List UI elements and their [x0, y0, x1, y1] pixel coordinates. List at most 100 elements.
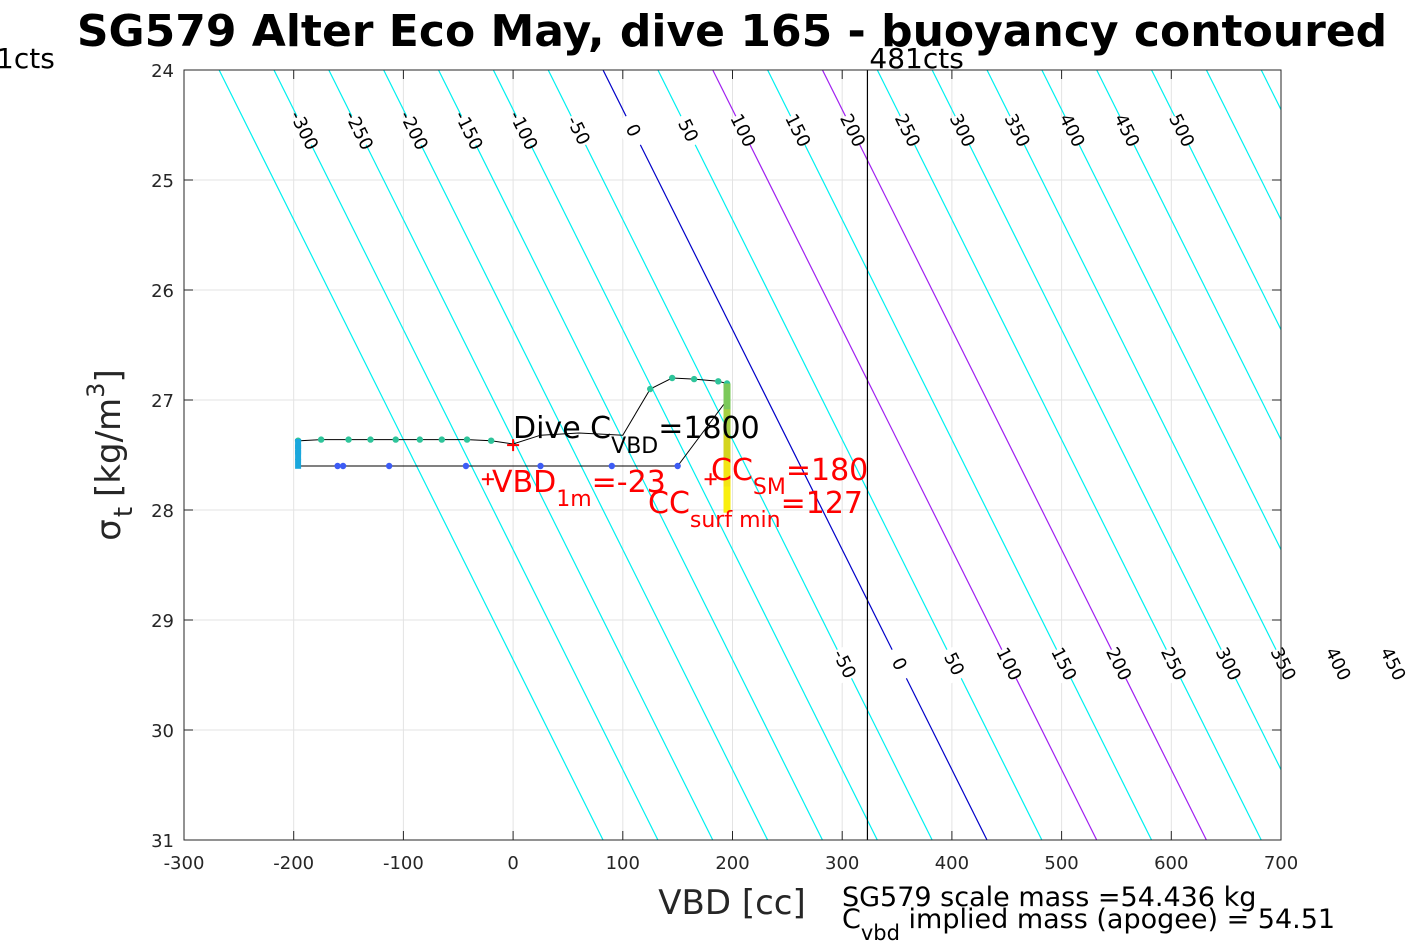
contour-line [273, 70, 659, 840]
dive-trace [297, 377, 728, 467]
contour-line [712, 70, 1098, 840]
x-ticks: -300 -200 -100 0 100 200 300 400 500 600 700 [164, 70, 1298, 874]
annotation-vbd-1m: VBD1m=-23 [492, 465, 666, 512]
y-tick-label: 28 [151, 501, 174, 522]
dive-point-down [463, 436, 471, 443]
color-bar-segment [723, 409, 731, 436]
y-tick-label: 24 [151, 61, 174, 82]
dive-point-down [317, 436, 325, 443]
dive-point-down [487, 437, 495, 444]
footer-scale-mass: SG579 scale mass =54.436 kg [842, 882, 1256, 913]
x-tick-label: -200 [273, 853, 314, 874]
chart-title: SG579 Alter Eco May, dive 165 - buoyancy… [77, 6, 1387, 57]
dive-trace-line [297, 377, 728, 467]
dive-point-down [345, 436, 352, 443]
ann-ccsurf-val: =127 [781, 486, 863, 521]
ann-ccsurf-sub: surf min [690, 508, 781, 533]
contour-line [602, 70, 988, 840]
ann-dive-sub: VBD [611, 434, 658, 459]
dive-point-up [674, 462, 681, 470]
dive-point-down [392, 436, 399, 443]
x-tick-label: 700 [1264, 853, 1298, 874]
contour-label-bg [1162, 110, 1201, 151]
contour-label-bg [998, 110, 1036, 151]
contour-line [1096, 70, 1281, 441]
y-label-sub: t [109, 507, 139, 517]
contour-label-bg [669, 110, 707, 151]
dive-point-up [339, 462, 347, 470]
contour-line [1371, 70, 1417, 840]
contour-label-bg [778, 110, 817, 151]
contour-label-bg [1099, 643, 1138, 685]
color-bar-segment [723, 486, 731, 513]
x-tick-label: -300 [164, 853, 205, 874]
contour-line [1260, 70, 1281, 111]
contour-label-bg [614, 110, 652, 151]
dive-point-down [715, 378, 722, 385]
ann-vbd-sub: 1m [556, 487, 591, 512]
contour-line [383, 70, 769, 840]
x-tick-label: 200 [715, 853, 749, 874]
annotation-cc-sm: CCSM=180 [711, 453, 868, 500]
x-tick-label: 400 [935, 853, 969, 874]
surface-point [295, 450, 302, 460]
dive-point-down [647, 385, 654, 393]
annotation-cc-surf-min: CCsurf min=127 [648, 486, 863, 533]
y-tick-label: 25 [151, 171, 174, 192]
contour-line [547, 70, 933, 840]
dive-point-up [334, 462, 341, 470]
contour-label-bg [285, 110, 323, 151]
x-tick-label: 100 [606, 853, 640, 874]
left-count-label: 1cts [0, 42, 55, 75]
contour-label-bg [833, 110, 872, 151]
ann-ccsm-sub: SM [753, 475, 786, 500]
surface-point [295, 439, 302, 449]
buoyancy-contours [218, 70, 1417, 840]
contour-label-bg [825, 643, 864, 685]
y-label-sigma: σ [89, 519, 129, 541]
contour-label-bg [449, 110, 488, 151]
cc-color-bar [723, 383, 731, 513]
dive-point-down [668, 374, 676, 382]
y-tick-label: 26 [151, 281, 174, 302]
contour-line [657, 70, 1043, 840]
color-bar-segment [723, 434, 731, 462]
contour-line [767, 70, 1153, 840]
contour-label-bg [943, 110, 982, 151]
contour-label-bg [990, 643, 1028, 685]
contour-line [876, 70, 1262, 840]
ann-dive-main: Dive C [513, 411, 611, 446]
x-tick-label: -100 [383, 853, 424, 874]
markers [481, 439, 717, 486]
contour-label-bg [880, 643, 919, 685]
color-bar-segment [723, 383, 731, 410]
contour-label-bg [1319, 643, 1357, 685]
ann-ccsurf-main: CC [648, 486, 690, 521]
contour-line [1316, 70, 1417, 840]
ann-ccsm-main: CC [711, 453, 753, 488]
x-tick-label: 300 [825, 853, 859, 874]
y-tick-label: 29 [151, 611, 174, 632]
contour-label-bg [395, 110, 433, 151]
ann-dive-val: =1800 [658, 411, 759, 446]
contour-label-bg [1154, 643, 1193, 685]
y-tick-label: 30 [151, 721, 174, 742]
surface-point [295, 444, 302, 455]
contour-label-bg [559, 110, 598, 151]
contour-line [821, 70, 1207, 840]
contour-labels: -300 -250 -200 -150 -100 -50 0 50 100 150 200 250 30… [285, 108, 1412, 685]
footer-rest: implied mass (apogee) = 54.51 [900, 904, 1335, 935]
dive-point-down [438, 436, 445, 443]
footer-c: C [842, 904, 861, 935]
contour-label-bg [935, 643, 973, 685]
contour-line [218, 70, 604, 840]
contour-line [437, 70, 823, 840]
footer-implied-mass: Cvbd implied mass (apogee) = 54.51 [842, 904, 1335, 945]
contour-line [986, 70, 1281, 661]
contour-line [1041, 70, 1281, 551]
contour-label-bg [1209, 643, 1248, 685]
contour-label-bg [724, 110, 762, 151]
dive-points [294, 374, 731, 470]
y-ticks: 24 25 26 27 28 29 30 31 [151, 61, 1281, 852]
